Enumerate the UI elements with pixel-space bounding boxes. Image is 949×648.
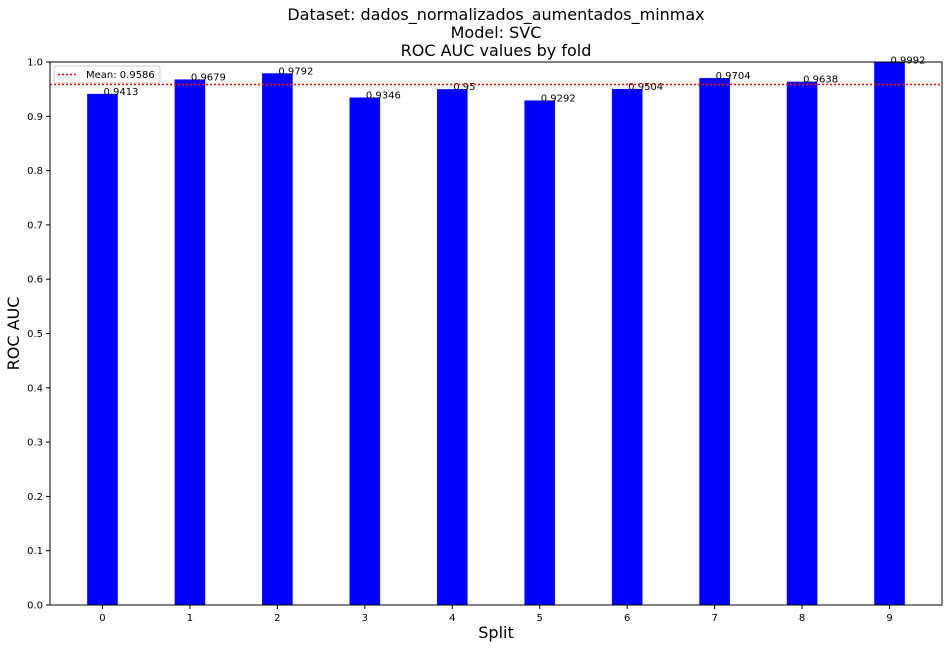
bar-1 [174,79,206,605]
value-label-8: 0.9638 [803,75,838,86]
y-tick-label-0.9: 0.9 [27,112,43,123]
value-label-4: 0.95 [453,82,475,93]
y-tick-label-0.1: 0.1 [27,546,43,557]
bar-5 [524,100,556,605]
y-tick-label-0.5: 0.5 [27,329,43,340]
y-tick-label-1.0: 1.0 [27,58,43,69]
x-ticks-layer: 0 1 2 3 4 5 6 7 8 9 [99,605,893,624]
x-tick-label-1: 1 [187,613,193,624]
y-tick-label-0.6: 0.6 [27,275,43,286]
x-tick-label-5: 5 [537,613,543,624]
y-tick-label-0.8: 0.8 [27,166,43,177]
x-tick-label-3: 3 [362,613,368,624]
x-tick-label-8: 8 [799,613,805,624]
value-label-3: 0.9346 [366,91,401,102]
chart-subtitle-metric: ROC AUC values by fold [400,41,592,60]
value-labels-layer: 0.9413 0.9679 0.9792 0.9346 0.95 0.9292 0.9504… [103,55,925,104]
x-tick-label-9: 9 [886,613,892,624]
chart-subtitle-model: Model: SVC [450,23,542,42]
legend: Mean: 0.9586 [53,65,161,84]
chart-title: Dataset: dados_normalizados_aumentados_m… [287,5,705,24]
bar-6 [611,88,643,605]
x-tick-label-7: 7 [711,613,717,624]
bar-3 [349,97,381,605]
legend-mean-label: Mean: 0.9586 [86,70,155,81]
value-label-0: 0.9413 [103,87,138,98]
legend-box [53,65,161,84]
y-tick-label-0.3: 0.3 [27,438,43,449]
x-tick-label-2: 2 [274,613,280,624]
value-label-5: 0.9292 [541,93,576,104]
bar-0 [87,93,118,606]
bars-layer [87,62,905,606]
y-tick-label-0.7: 0.7 [27,220,43,231]
y-ticks-layer: 0.0 0.1 0.2 0.3 0.4 0.5 0.6 0.7 0.8 0.9 1.0 [27,58,50,612]
y-tick-label-0.2: 0.2 [27,492,43,503]
value-label-1: 0.9679 [191,72,226,83]
x-tick-label-6: 6 [624,613,630,624]
y-axis-label: ROC AUC [4,297,23,371]
value-label-6: 0.9504 [628,82,663,93]
y-tick-label-0.4: 0.4 [27,383,43,394]
value-label-2: 0.9792 [278,66,313,77]
x-tick-label-0: 0 [99,613,105,624]
value-label-7: 0.9704 [716,71,751,82]
bar-9 [874,62,905,606]
bar-8 [786,81,818,605]
bar-4 [436,89,468,605]
value-label-9: 0.9992 [891,55,926,66]
bar-2 [262,73,293,605]
x-axis-label: Split [478,623,513,642]
bar-7 [699,78,730,605]
y-tick-label-0.0: 0.0 [27,601,43,612]
x-tick-label-4: 4 [449,613,455,624]
